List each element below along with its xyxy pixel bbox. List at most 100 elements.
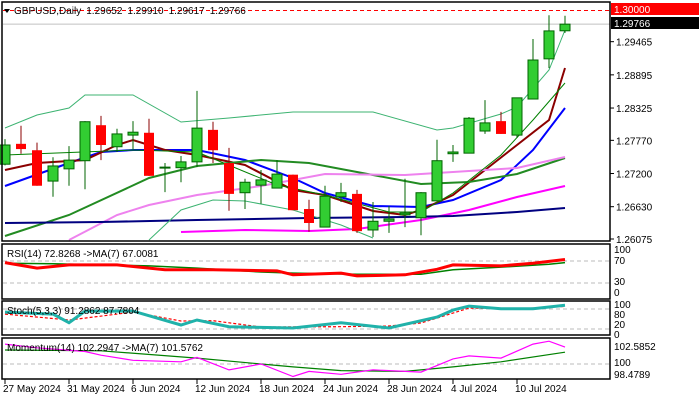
momentum-panel[interactable] — [3, 340, 610, 378]
price-tick-label: 1.28895 — [616, 71, 653, 82]
candle-7-Jun[interactable] — [144, 118, 154, 176]
candle-26-Jun[interactable] — [352, 189, 362, 233]
candle-13-Jun[interactable] — [208, 121, 218, 164]
momentum-axis-min: 98.4789 — [614, 370, 651, 381]
time-label: 24 Jun 2024 — [323, 384, 378, 395]
candle-27-Jun[interactable] — [367, 202, 379, 237]
candle-body — [96, 125, 106, 145]
time-label: 27 May 2024 — [3, 384, 61, 395]
candle-body — [111, 133, 123, 148]
candle-4-Jun[interactable] — [96, 115, 106, 161]
candle-1-Jul[interactable] — [399, 178, 411, 228]
rsi-panel-frame — [1, 243, 611, 300]
candle-body — [463, 117, 475, 154]
candle-18-Jun[interactable] — [255, 170, 267, 204]
ohlc-close: 1.29766 — [210, 6, 247, 17]
candle-25-Jun[interactable] — [335, 182, 347, 203]
candle-body — [255, 179, 267, 186]
candle-29-May[interactable] — [32, 142, 42, 186]
candle-body — [63, 159, 75, 170]
rsi-axis-30: 30 — [614, 277, 626, 288]
candle-body — [367, 220, 379, 231]
candle-21-Jun[interactable] — [304, 199, 314, 232]
candle-12-Jun[interactable] — [191, 90, 203, 168]
candle-body — [175, 161, 187, 169]
candle-body — [415, 192, 427, 219]
candle-3-Jul[interactable] — [431, 139, 443, 202]
candle-body — [271, 173, 283, 189]
candle-body — [319, 195, 331, 228]
candle-3-Jun[interactable] — [79, 121, 91, 190]
time-label: 12 Jun 2024 — [195, 384, 250, 395]
candle-8-Jul[interactable] — [479, 100, 491, 134]
candle-27-May[interactable] — [0, 139, 11, 166]
price-panel-frame — [1, 1, 611, 242]
candle-body — [127, 131, 139, 136]
stoch-axis-80: 80 — [614, 310, 626, 321]
price-panel[interactable] — [0, 10, 610, 241]
ohlc-low: 1.29617 — [169, 6, 206, 17]
ohlc-open: 1.29652 — [86, 6, 123, 17]
candle-body — [543, 30, 555, 60]
stoch-panel-frame — [1, 300, 611, 336]
rsi-line — [4, 258, 566, 278]
candle-body — [79, 121, 91, 162]
stoch-axis-100: 100 — [614, 300, 631, 311]
candle-5-Jun[interactable] — [111, 128, 123, 152]
candle-17-Jun[interactable] — [239, 178, 251, 210]
candle-body — [208, 129, 218, 151]
price-tick-label: 1.29465 — [616, 38, 653, 49]
candle-12-Jul[interactable] — [543, 15, 555, 69]
symbol-label: GBPUSD,Daily — [14, 6, 81, 17]
candle-body — [159, 166, 171, 169]
candle-body — [511, 97, 523, 136]
collapse-triangle-icon[interactable] — [4, 9, 10, 13]
candle-6-Jun[interactable] — [127, 121, 139, 150]
overlay-line-2 — [4, 157, 566, 237]
momentum-line — [4, 340, 566, 378]
price-tick-label: 1.27770 — [616, 136, 653, 147]
candle-19-Jun[interactable] — [271, 160, 283, 189]
candle-11-Jun[interactable] — [175, 156, 187, 183]
overlay-line-1 — [4, 67, 566, 217]
price-tick-label: 1.26075 — [616, 235, 653, 246]
candle-28-May[interactable] — [16, 125, 26, 154]
candle-body — [32, 150, 42, 186]
current-price-badge — [611, 17, 699, 29]
candle-body — [431, 160, 443, 202]
candle-body — [479, 122, 491, 132]
candle-10-Jul[interactable] — [511, 97, 523, 139]
current-price-label: 1.29766 — [614, 19, 651, 30]
candle-body — [0, 144, 11, 165]
momentum-axis-max: 102.5852 — [614, 342, 656, 353]
momentum-panel-frame — [1, 337, 611, 380]
time-label: 6 Jun 2024 — [131, 384, 181, 395]
candle-5-Jul[interactable] — [463, 117, 475, 154]
time-label: 28 Jun 2024 — [387, 384, 442, 395]
candle-body — [224, 163, 234, 194]
candle-body — [47, 165, 59, 182]
candle-4-Jul[interactable] — [447, 144, 459, 162]
candle-15-Jul[interactable] — [559, 15, 571, 33]
candle-body — [239, 181, 251, 194]
stoch-panel[interactable] — [3, 303, 610, 330]
candle-30-May[interactable] — [47, 157, 59, 197]
candle-body — [335, 192, 347, 198]
time-label: 10 Jul 2024 — [515, 384, 567, 395]
candle-body — [496, 121, 506, 134]
candle-28-Jun[interactable] — [383, 206, 395, 233]
candle-body — [352, 193, 362, 232]
candle-24-Jun[interactable] — [319, 185, 331, 228]
candle-body — [288, 174, 298, 211]
rsi-panel[interactable] — [3, 258, 610, 284]
candle-2-Jul[interactable] — [415, 192, 427, 236]
candle-20-Jun[interactable] — [288, 174, 298, 211]
candle-31-May[interactable] — [63, 146, 75, 186]
rsi-label: RSI(14) 72.8268 ->MA(7) 67.0081 — [7, 249, 159, 260]
candle-11-Jul[interactable] — [527, 39, 539, 100]
stoch-axis-0: 0 — [614, 330, 620, 341]
candle-9-Jul[interactable] — [496, 111, 506, 134]
candle-10-Jun[interactable] — [159, 163, 171, 193]
candle-14-Jun[interactable] — [224, 147, 234, 211]
